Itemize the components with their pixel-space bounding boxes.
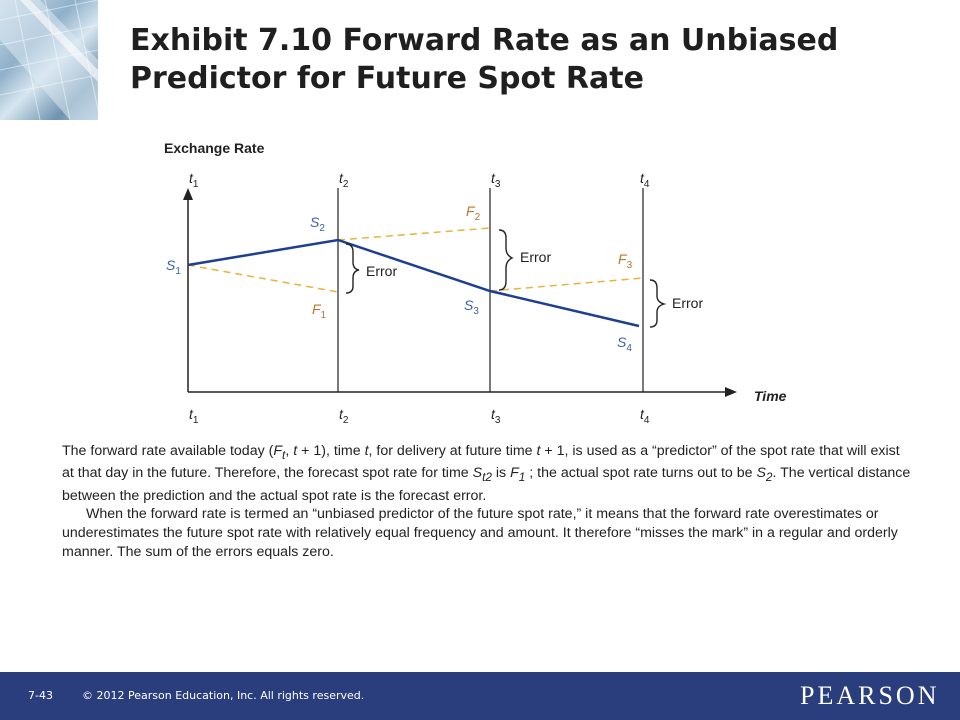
time-label-top-t2: t2 bbox=[339, 170, 349, 190]
slide-title: Exhibit 7.10 Forward Rate as an Unbiased… bbox=[130, 22, 930, 98]
forward-line-f3 bbox=[489, 277, 644, 292]
error-brace-3 bbox=[649, 279, 667, 328]
x-axis-arrowhead bbox=[725, 387, 737, 397]
footer-bar: 7-43 © 2012 Pearson Education, Inc. All … bbox=[0, 672, 960, 720]
forward-label-f1: F1 bbox=[312, 301, 327, 321]
error-label-2: Error bbox=[520, 249, 551, 265]
forward-rate-diagram: Exchange Rate Time t1 t2 t3 t4 t1 t2 t3 … bbox=[164, 140, 787, 426]
spot-label-s1: S1 bbox=[166, 257, 181, 277]
error-brace-1 bbox=[345, 243, 360, 294]
forward-label-f3: F3 bbox=[618, 251, 633, 271]
error-label-3: Error bbox=[672, 295, 703, 311]
forward-label-f2: F2 bbox=[466, 203, 481, 223]
time-label-bottom-t3: t3 bbox=[491, 406, 501, 426]
forward-line-f2 bbox=[337, 227, 491, 241]
spot-rate-line bbox=[187, 238, 640, 328]
pearson-logo: PEARSON bbox=[800, 681, 940, 710]
caption-paragraph-1: The forward rate available today (Ft, t … bbox=[62, 443, 911, 504]
time-label-top-t1: t1 bbox=[189, 170, 199, 190]
caption-paragraph-2: When the forward rate is termed an “unbi… bbox=[62, 506, 898, 560]
slide-number: 7-43 bbox=[28, 689, 53, 702]
time-label-top-t3: t3 bbox=[491, 170, 501, 190]
y-axis-label: Exchange Rate bbox=[164, 140, 265, 156]
error-brace-2 bbox=[498, 229, 514, 291]
spot-label-s2: S2 bbox=[310, 214, 325, 234]
copyright-notice: © 2012 Pearson Education, Inc. All right… bbox=[82, 689, 365, 702]
time-label-bottom-t1: t1 bbox=[189, 406, 199, 426]
time-label-bottom-t4: t4 bbox=[640, 406, 650, 426]
explanation-text: The forward rate available today (Ft, t … bbox=[62, 442, 912, 561]
spot-label-s3: S3 bbox=[464, 297, 479, 317]
time-label-top-t4: t4 bbox=[640, 170, 650, 190]
forward-line-f1 bbox=[187, 264, 339, 293]
time-label-bottom-t2: t2 bbox=[339, 406, 349, 426]
x-axis-label: Time bbox=[754, 388, 787, 404]
corner-building-photo bbox=[0, 0, 98, 120]
y-axis-arrowhead bbox=[183, 188, 193, 200]
spot-label-s4: S4 bbox=[617, 334, 632, 354]
building-image bbox=[0, 0, 98, 120]
title-line-2: Predictor for Future Spot Rate bbox=[130, 61, 644, 96]
error-label-1: Error bbox=[366, 263, 397, 279]
title-line-1: Exhibit 7.10 Forward Rate as an Unbiased bbox=[130, 23, 839, 58]
